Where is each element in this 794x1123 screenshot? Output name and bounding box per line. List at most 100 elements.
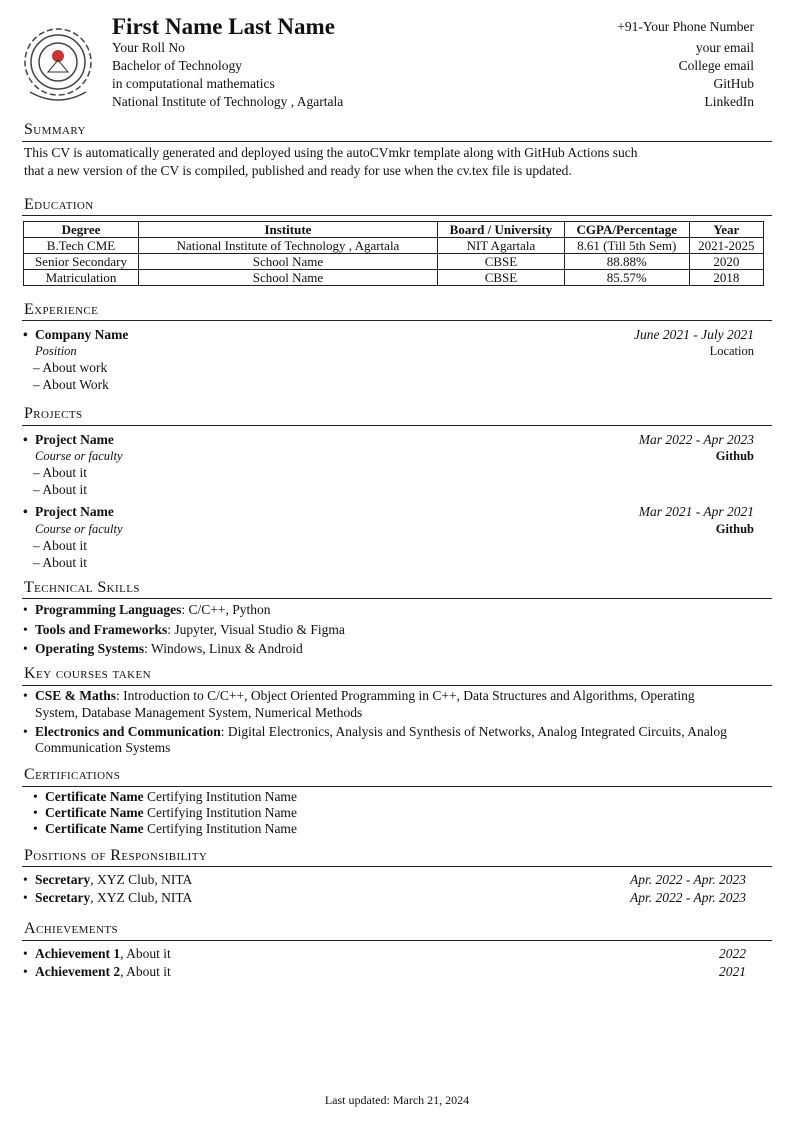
position-org: , XYZ Club, NITA	[90, 890, 193, 905]
table-cell: NIT Agartala	[436, 237, 565, 254]
linkedin-link[interactable]: LinkedIn	[704, 94, 755, 109]
position-item: Secretary, XYZ Club, NITA	[23, 871, 192, 889]
divider	[22, 215, 772, 216]
column-header: Institute	[137, 221, 438, 238]
achievement-name: Achievement 1	[35, 946, 121, 961]
project-item: – About it	[33, 482, 88, 497]
section-heading-courses: Key courses taken	[24, 665, 151, 682]
section-heading-positions: Positions of Responsibility	[24, 847, 208, 864]
course-label: Electronics and Communication	[35, 724, 221, 739]
table-row: B.Tech CME National Institute of Technol…	[23, 237, 765, 254]
section-heading-projects: Projects	[24, 405, 83, 422]
project-github-link[interactable]: Github	[715, 449, 754, 463]
table-cell: Matriculation	[23, 269, 139, 286]
certificate-institution: Certifying Institution Name	[143, 805, 297, 820]
section-heading-skills: Technical Skills	[24, 579, 140, 596]
experience-dates: June 2021 - July 2021	[634, 327, 754, 342]
table-cell: 88.88%	[563, 253, 690, 270]
skill-item: Programming Languages: C/C++, Python	[23, 601, 271, 619]
column-header: Degree	[23, 221, 139, 238]
certificate-name: Certificate Name	[45, 805, 144, 820]
institute: National Institute of Technology , Agart…	[112, 94, 344, 109]
divider	[22, 940, 772, 941]
skill-label: Operating Systems	[35, 641, 145, 656]
certificate-item: Certificate Name Certifying Institution …	[33, 820, 297, 838]
achievement-year: 2021	[719, 964, 746, 979]
course-value: : Digital Electronics, Analysis and Synt…	[220, 724, 727, 739]
section-heading-certifications: Certifications	[24, 766, 121, 783]
position-role: Secretary	[35, 890, 91, 905]
divider	[22, 320, 772, 321]
position-item: Secretary, XYZ Club, NITA	[23, 889, 193, 907]
divider	[22, 141, 772, 142]
column-header: Year	[688, 221, 765, 238]
location: Location	[709, 344, 754, 358]
experience-item: – About Work	[33, 377, 109, 392]
table-cell: 2021-2025	[688, 237, 765, 254]
column-header: CGPA/Percentage	[563, 221, 690, 238]
education-table: Degree Institute Board / University CGPA…	[23, 221, 765, 286]
table-row: Senior Secondary School Name CBSE 88.88%…	[23, 253, 765, 270]
course-item: Electronics and Communication: Digital E…	[23, 723, 727, 741]
skill-value: : C/C++, Python	[181, 602, 271, 617]
degree: Bachelor of Technology	[112, 58, 243, 73]
certificate-item: Certificate Name Certifying Institution …	[33, 788, 297, 806]
project-dates: Mar 2021 - Apr 2021	[638, 504, 754, 519]
divider	[22, 866, 772, 867]
section-heading-education: Education	[24, 196, 94, 213]
experience-item: – About work	[33, 360, 108, 375]
project-course: Course or faculty	[35, 449, 123, 463]
divider	[22, 425, 772, 426]
table-row: Matriculation School Name CBSE 85.57% 20…	[23, 269, 765, 286]
position-dates: Apr. 2022 - Apr. 2023	[629, 872, 746, 887]
section-heading-experience: Experience	[24, 301, 99, 318]
project-dates: Mar 2022 - Apr 2023	[638, 432, 754, 447]
certificate-institution: Certifying Institution Name	[143, 789, 297, 804]
project-github-link[interactable]: Github	[715, 522, 754, 536]
section-heading-achievements: Achievements	[24, 920, 118, 937]
table-cell: Senior Secondary	[23, 253, 139, 270]
certificate-name: Certificate Name	[45, 821, 144, 836]
table-cell: National Institute of Technology , Agart…	[137, 237, 438, 254]
course-value-cont: System, Database Management System, Nume…	[35, 705, 363, 720]
position: Position	[35, 344, 77, 358]
last-updated: Last updated: March 21, 2024	[324, 1093, 470, 1107]
course-value: : Introduction to C/C++, Object Oriented…	[116, 688, 695, 703]
divider	[22, 685, 772, 686]
table-cell: 2020	[688, 253, 765, 270]
candidate-name: First Name Last Name	[112, 14, 335, 39]
skill-value: : Windows, Linux & Android	[144, 641, 303, 656]
position-dates: Apr. 2022 - Apr. 2023	[629, 890, 746, 905]
table-cell: 8.61 (Till 5th Sem)	[563, 237, 690, 254]
table-cell: School Name	[137, 253, 438, 270]
achievement-name: Achievement 2	[35, 964, 121, 979]
summary-text: that a new version of the CV is compiled…	[24, 163, 572, 178]
skill-item: Operating Systems: Windows, Linux & Andr…	[23, 640, 303, 658]
course-item: CSE & Maths: Introduction to C/C++, Obje…	[23, 687, 695, 705]
course-label: CSE & Maths	[35, 688, 117, 703]
achievement-year: 2022	[719, 946, 746, 961]
project-item: – About it	[33, 465, 88, 480]
email-link[interactable]: your email	[695, 40, 754, 55]
section-heading-summary: Summary	[24, 121, 86, 138]
project-name: Project Name	[23, 503, 114, 521]
college-email-link[interactable]: College email	[678, 58, 754, 73]
position-role: Secretary	[35, 872, 91, 887]
table-cell: CBSE	[436, 269, 565, 286]
achievement-text: , About it	[120, 946, 171, 961]
achievement-item: Achievement 2, About it	[23, 963, 171, 981]
certificate-name: Certificate Name	[45, 789, 144, 804]
skill-item: Tools and Frameworks: Jupyter, Visual St…	[23, 621, 345, 639]
github-link[interactable]: GitHub	[713, 76, 755, 91]
divider	[22, 786, 772, 787]
table-header-row: Degree Institute Board / University CGPA…	[23, 221, 765, 238]
roll-no: Your Roll No	[112, 40, 185, 55]
table-cell: School Name	[137, 269, 438, 286]
certificate-item: Certificate Name Certifying Institution …	[33, 804, 297, 822]
table-cell: B.Tech CME	[23, 237, 139, 254]
project-item: – About it	[33, 538, 88, 553]
skill-value: : Jupyter, Visual Studio & Figma	[167, 622, 345, 637]
phone-link[interactable]: +91-Your Phone Number	[617, 19, 754, 34]
project-name: Project Name	[23, 431, 114, 449]
